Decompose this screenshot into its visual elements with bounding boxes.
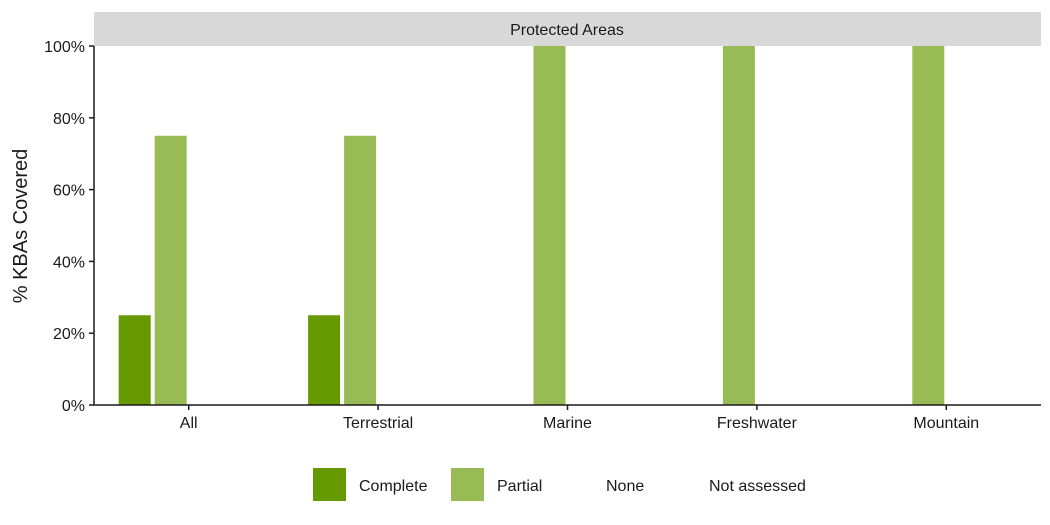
legend-label: Partial [497, 478, 542, 495]
legend-label: None [606, 478, 644, 495]
x-tick-label: All [180, 415, 198, 432]
bar-partial-all [154, 135, 187, 405]
y-tick-label: 20% [53, 326, 85, 343]
bar-complete-all [118, 315, 151, 405]
y-tick-label: 60% [53, 183, 85, 200]
x-axis-ticks: All Terrestrial Marine Freshwater Mountain [180, 405, 979, 432]
y-tick-label: 100% [44, 39, 85, 56]
legend-key-none [560, 468, 593, 501]
legend-key-partial [451, 468, 484, 501]
x-tick-label: Marine [543, 415, 592, 432]
legend-key-not-assessed [663, 468, 696, 501]
x-tick-label: Freshwater [717, 415, 798, 432]
bar-partial-mountain [912, 46, 945, 405]
bar-partial-marine [533, 46, 566, 405]
legend: Complete Partial None Not assessed [313, 468, 806, 501]
legend-label: Complete [359, 478, 428, 495]
bar-partial-terrestrial [344, 135, 377, 405]
x-tick-label: Terrestrial [343, 415, 413, 432]
bar-partial-freshwater [722, 46, 755, 405]
legend-key-complete [313, 468, 346, 501]
facet-title: Protected Areas [510, 22, 624, 39]
y-tick-label: 40% [53, 254, 85, 271]
legend-label: Not assessed [709, 478, 806, 495]
y-axis-ticks: 0% 20% 40% 60% 80% 100% [44, 39, 94, 415]
bars [118, 46, 945, 405]
y-tick-label: 0% [62, 398, 85, 415]
facet-strip [94, 12, 1041, 46]
bar-complete-terrestrial [308, 315, 341, 405]
x-tick-label: Mountain [913, 415, 979, 432]
y-tick-label: 80% [53, 111, 85, 128]
y-axis-title: % KBAs Covered [10, 149, 32, 304]
